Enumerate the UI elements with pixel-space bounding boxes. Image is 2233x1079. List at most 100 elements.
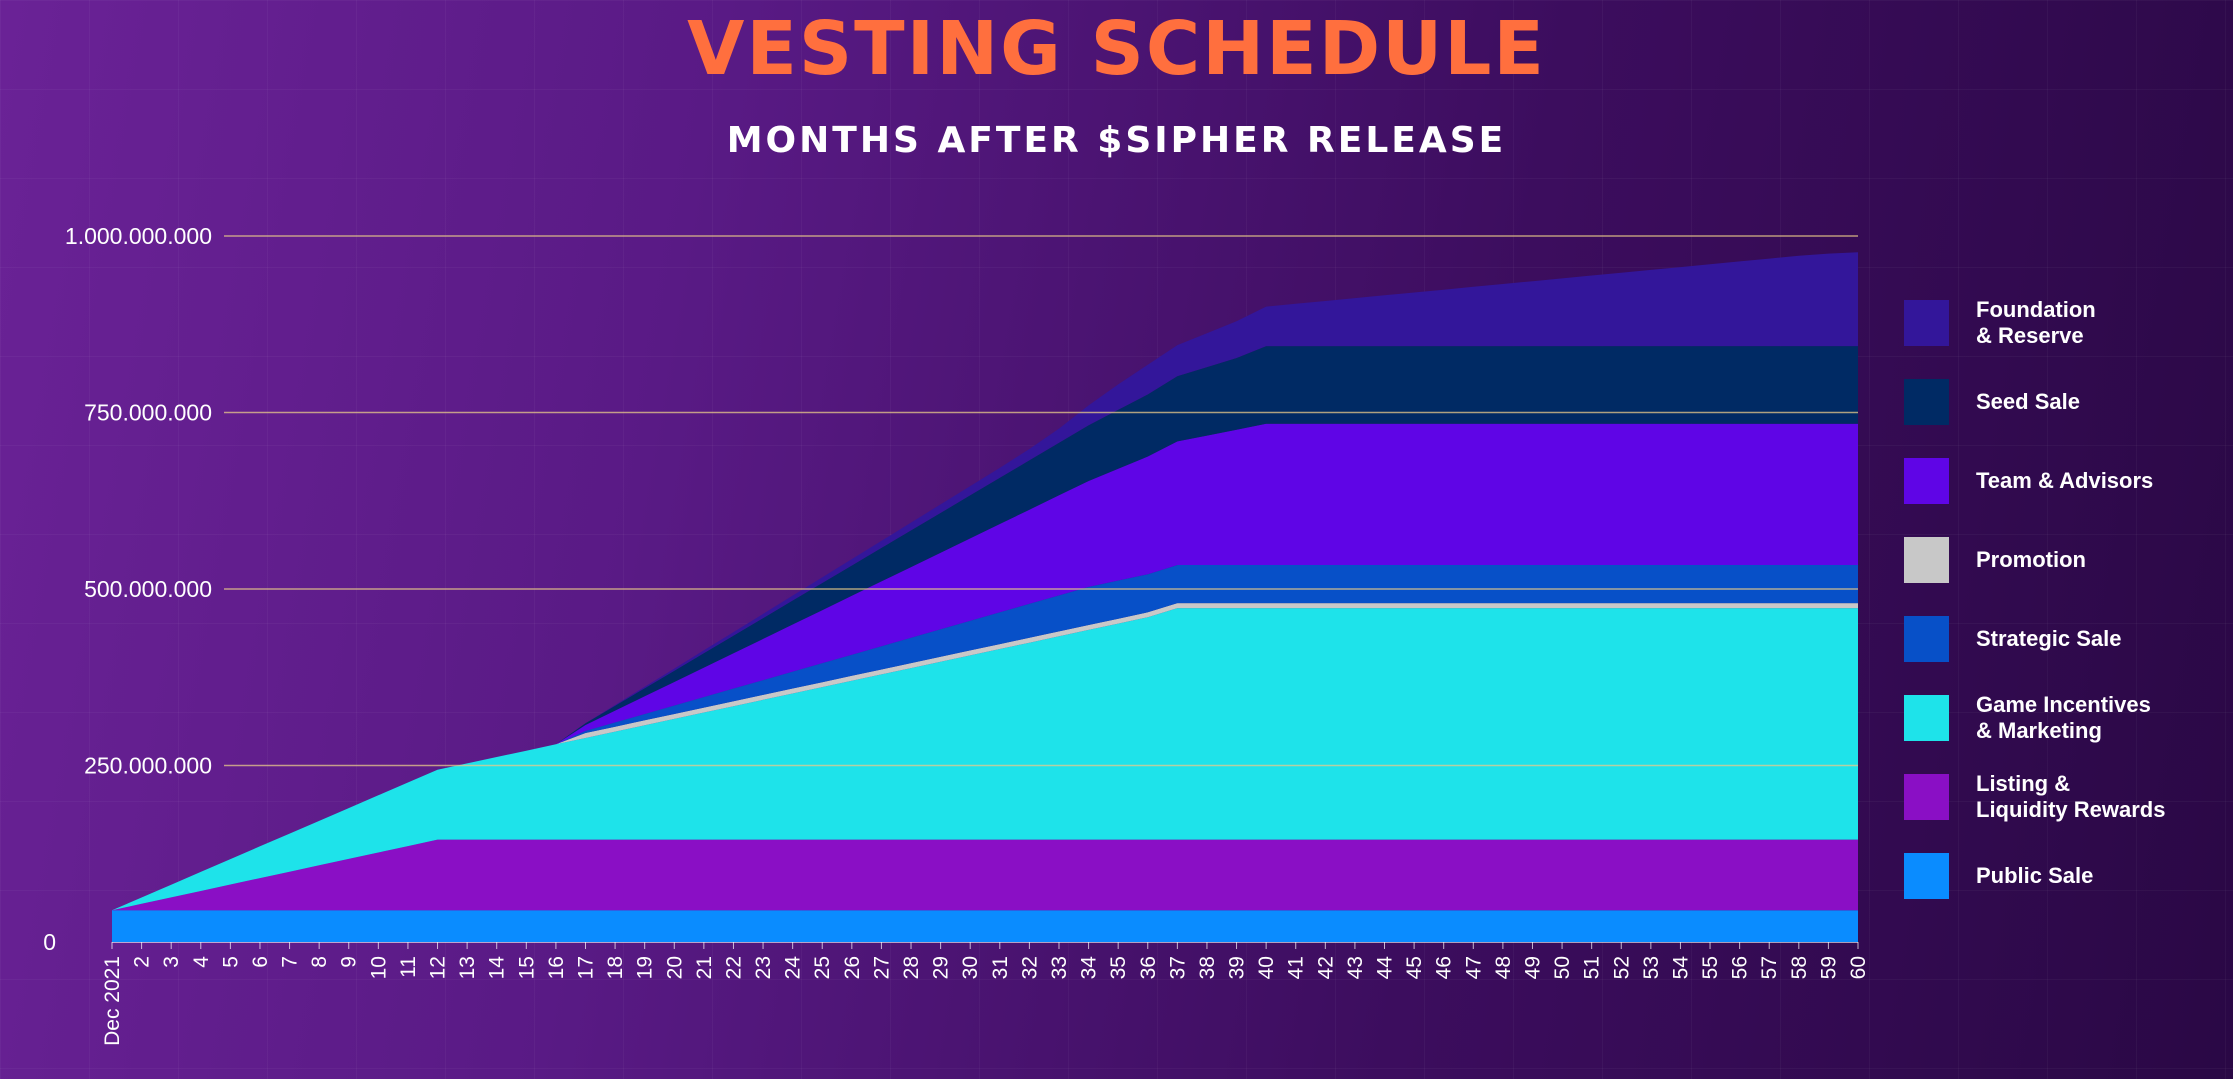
x-tick-label: 38 — [1196, 956, 1219, 979]
legend-item: Seed Sale — [1904, 379, 2224, 425]
x-tick-label: 19 — [634, 956, 657, 979]
x-tick-label: 45 — [1403, 956, 1426, 979]
legend-item: Promotion — [1904, 537, 2224, 583]
legend-swatch — [1904, 537, 1949, 583]
x-tick-label: 55 — [1699, 956, 1722, 979]
x-tick-label: 34 — [1078, 956, 1101, 980]
x-tick-label: 50 — [1551, 956, 1574, 979]
x-tick-label: 12 — [427, 956, 450, 979]
area-series-4 — [112, 565, 1858, 911]
chart-title: VESTING SCHEDULE — [687, 6, 1546, 92]
x-tick-label: 39 — [1226, 956, 1249, 979]
x-tick-label: 2 — [131, 956, 154, 968]
legend-label: Public Sale — [1976, 863, 2094, 888]
x-tick-label: 33 — [1048, 956, 1071, 979]
y-tick-label: 1.000.000.000 — [65, 223, 212, 249]
x-tick-label: 9 — [338, 956, 361, 968]
x-tick-label: 5 — [219, 956, 242, 968]
x-tick-label: 37 — [1166, 956, 1189, 979]
gridlines — [224, 235, 1858, 767]
x-tick-label: 4 — [190, 956, 213, 968]
x-tick-label: 11 — [397, 956, 420, 978]
x-tick-label: 49 — [1521, 956, 1544, 979]
x-tick-label: 40 — [1255, 956, 1278, 979]
y-tick-label: 750.000.000 — [84, 400, 212, 426]
legend-label: Game Incentives & Marketing — [1976, 692, 2151, 743]
legend-swatch — [1904, 379, 1949, 425]
x-tick-label: 32 — [1018, 956, 1041, 979]
x-tick-label: 60 — [1847, 956, 1870, 979]
legend-label: Listing & Liquidity Rewards — [1976, 771, 2166, 822]
x-tick-label: 58 — [1788, 956, 1811, 979]
legend-swatch — [1904, 853, 1949, 899]
x-tick-label: 53 — [1640, 956, 1663, 979]
x-tick-label: 3 — [160, 956, 183, 968]
x-tick-label: 56 — [1729, 956, 1752, 979]
legend-item: Strategic Sale — [1904, 616, 2224, 662]
x-tick-label: 28 — [900, 956, 923, 979]
x-tick-label: 21 — [693, 956, 716, 979]
y-tick-label: 500.000.000 — [84, 576, 212, 602]
y-axis: 0 250.000.000 500.000.000 750.000.000 1.000.… — [43, 223, 212, 955]
x-tick-label: 44 — [1374, 956, 1397, 980]
area-series-2 — [112, 608, 1858, 911]
x-tick-label: 22 — [722, 956, 745, 979]
legend-swatch — [1904, 695, 1949, 741]
x-tick-label: 24 — [782, 956, 805, 980]
x-tick-label: Dec 2021 — [101, 956, 124, 1046]
y-tick-label: 250.000.000 — [84, 753, 212, 779]
legend-item: Team & Advisors — [1904, 458, 2224, 504]
x-tick-label: 47 — [1462, 956, 1485, 979]
x-tick-label: 46 — [1433, 956, 1456, 979]
legend-swatch — [1904, 458, 1949, 504]
x-tick-label: 17 — [574, 956, 597, 979]
x-tick-label: 29 — [930, 956, 953, 979]
legend-item: Listing & Liquidity Rewards — [1904, 771, 2224, 822]
x-tick-label: 59 — [1817, 956, 1840, 979]
x-tick-label: 6 — [249, 956, 272, 968]
legend-item: Public Sale — [1904, 853, 2224, 899]
y-tick-label: 0 — [43, 929, 56, 955]
x-tick-label: 15 — [515, 956, 538, 979]
legend-item: Foundation & Reserve — [1904, 297, 2224, 348]
x-tick-label: 52 — [1610, 956, 1633, 979]
x-tick-label: 23 — [752, 956, 775, 979]
x-tick-label: 31 — [989, 956, 1012, 979]
area-series-7 — [112, 252, 1858, 911]
x-tick-label: 36 — [1137, 956, 1160, 979]
x-tick-label: 41 — [1285, 956, 1308, 979]
x-tick-label: 14 — [486, 956, 509, 980]
x-tick-label: 26 — [841, 956, 864, 979]
x-tick-label: 35 — [1107, 956, 1130, 979]
legend-label: Seed Sale — [1976, 389, 2080, 414]
x-tick-label: 20 — [663, 956, 686, 979]
area-series-6 — [112, 346, 1858, 911]
legend-swatch — [1904, 616, 1949, 662]
x-tick-label: 25 — [811, 956, 834, 979]
x-axis: Dec 2021 2 3 4 5 6 7 8 9 10 11 12 13 14 15 16 17 18 19 20 21… — [101, 942, 1870, 1046]
area-series-5 — [112, 423, 1858, 911]
x-tick-label: 54 — [1669, 956, 1692, 980]
legend-item: Game Incentives & Marketing — [1904, 692, 2224, 743]
x-tick-label: 43 — [1344, 956, 1367, 979]
area-series-0 — [112, 910, 1858, 942]
x-tick-label: 48 — [1492, 956, 1515, 979]
x-tick-label: 16 — [545, 956, 568, 979]
legend-swatch — [1904, 774, 1949, 820]
legend-label: Strategic Sale — [1976, 626, 2122, 651]
area-series-group — [112, 252, 1858, 942]
x-tick-label: 18 — [604, 956, 627, 979]
legend-label: Team & Advisors — [1976, 468, 2154, 493]
x-tick-label: 51 — [1581, 956, 1604, 979]
chart-subtitle: MONTHS AFTER $SIPHER RELEASE — [726, 120, 1507, 161]
x-tick-label: 13 — [456, 956, 479, 979]
x-tick-label: 8 — [308, 956, 331, 968]
legend-label: Foundation & Reserve — [1976, 297, 2096, 348]
area-series-1 — [112, 839, 1858, 911]
legend-label: Promotion — [1976, 547, 2086, 572]
x-tick-label: 57 — [1758, 956, 1781, 979]
x-tick-label: 27 — [870, 956, 893, 979]
x-tick-label: 10 — [367, 956, 390, 979]
x-tick-label: 7 — [279, 956, 302, 968]
